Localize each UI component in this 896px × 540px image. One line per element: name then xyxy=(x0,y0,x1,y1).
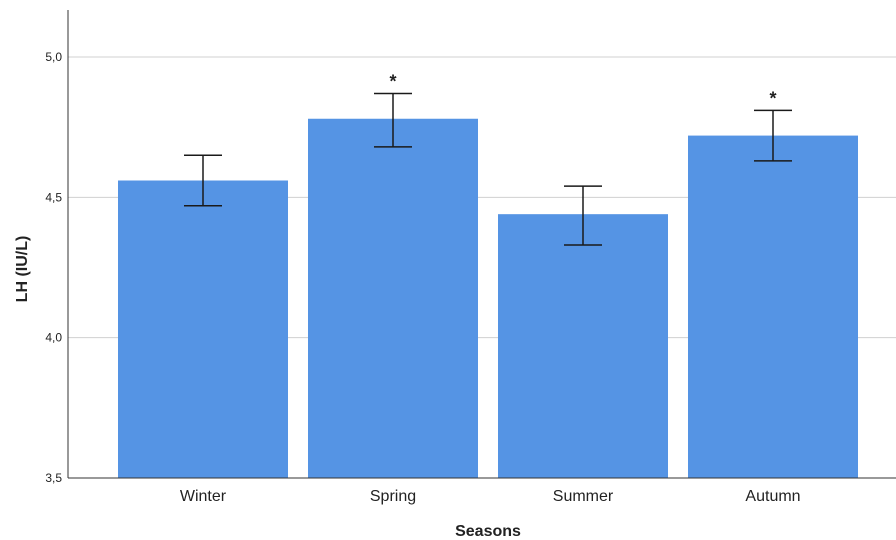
significance-marker: * xyxy=(389,71,396,91)
y-axis-title: LH (IU/L) xyxy=(14,236,31,303)
y-tick-labels: 3,5 4,0 4,5 5,0 xyxy=(45,50,62,485)
bars xyxy=(118,118,858,478)
axes xyxy=(67,10,896,479)
x-tick-label: Spring xyxy=(370,488,416,505)
error-bar-autumn xyxy=(754,109,792,162)
y-tick-label: 3,5 xyxy=(45,471,62,485)
y-tick-label: 4,0 xyxy=(45,331,62,345)
error-bars xyxy=(184,92,792,246)
error-bar-summer xyxy=(564,185,602,246)
error-bar-winter xyxy=(184,154,222,207)
x-tick-label: Winter xyxy=(180,488,227,505)
x-axis-title: Seasons xyxy=(455,523,521,540)
significance-marker: * xyxy=(769,88,776,108)
x-tick-label: Autumn xyxy=(745,488,800,505)
bar-summer xyxy=(498,214,668,478)
x-tick-label: Summer xyxy=(553,488,614,505)
bar-winter xyxy=(118,180,288,478)
error-bar-spring xyxy=(374,92,412,148)
y-tick-label: 4,5 xyxy=(45,190,62,204)
x-tick-labels: Winter Spring Summer Autumn xyxy=(180,488,801,505)
y-tick-label: 5,0 xyxy=(45,50,62,64)
bar-autumn xyxy=(688,135,858,478)
significance-markers: ** xyxy=(389,71,776,108)
bar-spring xyxy=(308,118,478,478)
